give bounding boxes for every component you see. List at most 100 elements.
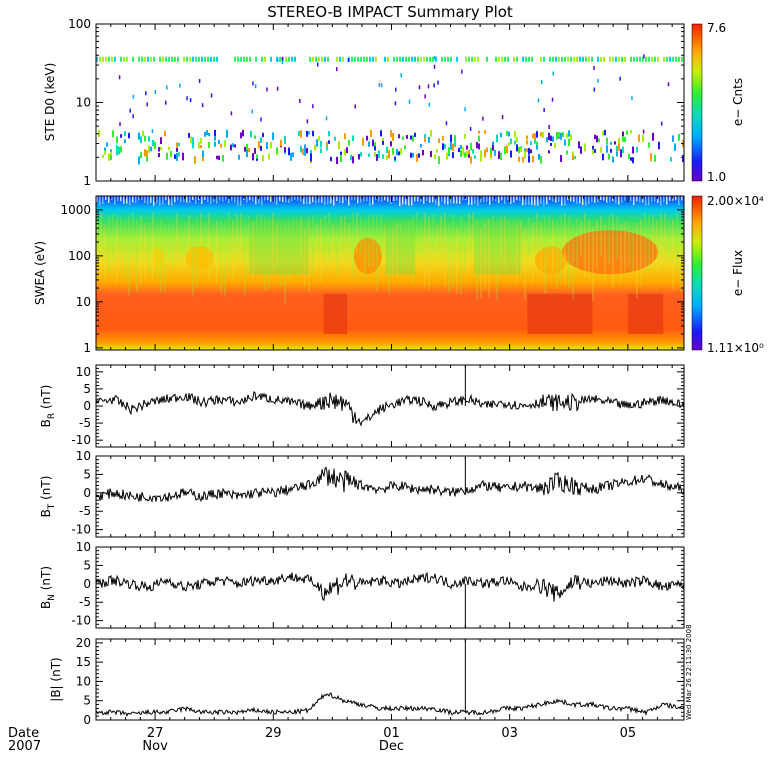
ste-pixel	[560, 155, 562, 162]
date-label: Date	[8, 726, 39, 741]
ste-pixel	[672, 135, 674, 142]
swea-stripe	[632, 227, 634, 272]
swea-dropout	[309, 196, 311, 205]
swea-spectrogram	[96, 196, 684, 350]
ste-band-pixel	[369, 56, 371, 62]
y-tick-label: 0	[83, 486, 91, 500]
swea-stripe	[108, 215, 110, 275]
ste-pixel	[528, 147, 530, 155]
ste-pixel	[452, 152, 454, 159]
swea-stripe	[592, 226, 594, 301]
swea-dropout	[648, 196, 650, 206]
ste-band-pixel	[414, 56, 416, 62]
ste-pixel	[266, 142, 268, 150]
swea-stripe	[544, 217, 546, 294]
ste-colorbar-max: 7.6	[707, 21, 726, 35]
ste-band-pixel	[123, 56, 125, 62]
ste-pixel	[234, 144, 236, 148]
swea-stripe	[516, 223, 518, 284]
swea-stripe	[472, 212, 474, 261]
ste-pixel	[166, 152, 168, 160]
ste-pixel	[316, 139, 318, 147]
swea-dropout	[462, 196, 464, 201]
ste-pixel	[164, 130, 166, 137]
swea-stripe	[264, 216, 266, 291]
swea-dropout	[639, 196, 641, 203]
ste-pixel	[116, 145, 118, 151]
swea-dropout	[357, 196, 359, 204]
ste-pixel	[284, 147, 286, 153]
ste-pixel	[500, 152, 502, 161]
swea-stripe	[668, 220, 670, 262]
swea-stripe	[228, 212, 230, 275]
y-tick-label: 5	[83, 467, 91, 481]
ste-pixel	[132, 94, 135, 99]
swea-stripe	[176, 213, 178, 244]
ste-band-pixel	[207, 56, 209, 62]
month-tick-label: Dec	[379, 739, 404, 754]
ste-pixel	[458, 147, 460, 153]
ste-pixel	[476, 142, 478, 149]
ste-pixel	[620, 149, 622, 158]
ste-pixel	[325, 116, 328, 121]
swea-dropout	[453, 196, 455, 204]
ste-band-pixel	[324, 56, 326, 62]
ste-pixel	[424, 94, 426, 99]
swea-stripe	[400, 223, 402, 274]
ste-band-pixel	[384, 56, 386, 62]
ste-band-pixel	[198, 56, 200, 62]
swea-dropout	[501, 196, 503, 201]
swea-dropout	[540, 196, 542, 204]
ste-pixel	[298, 131, 300, 136]
ste-pixel	[164, 100, 167, 105]
ste-band-pixel	[585, 56, 587, 62]
ste-pixel	[560, 132, 562, 140]
swea-stripe	[172, 226, 174, 269]
ste-band-pixel	[255, 56, 257, 62]
ste-pixel	[494, 149, 496, 156]
ste-pixel	[220, 143, 222, 148]
swea-stripe	[404, 228, 406, 272]
bmag-panel: 0 5 10 15 20 |B| (nT)	[49, 636, 685, 727]
ste-pixel	[151, 129, 154, 134]
ste-pixel	[218, 139, 220, 144]
ste-pixel	[496, 134, 498, 143]
swea-dropout	[447, 196, 449, 205]
bt-panel: -10 -5 0 5 10 BT (nT)	[39, 449, 685, 538]
swea-dropout	[252, 196, 254, 202]
ste-pixel	[480, 157, 482, 162]
ste-pixel	[642, 129, 645, 134]
ste-band-pixel	[171, 56, 173, 62]
ste-pixel	[124, 131, 126, 137]
swea-dropout	[645, 196, 647, 206]
ste-pixel	[622, 136, 624, 142]
ste-pixel	[382, 137, 384, 143]
swea-stripe	[256, 214, 258, 250]
swea-dropout	[459, 196, 461, 204]
ste-pixel	[276, 86, 279, 91]
swea-dropout	[225, 196, 227, 201]
swea-dropout	[255, 196, 257, 205]
swea-dropout	[423, 196, 425, 204]
ste-band-pixel	[276, 56, 278, 62]
swea-stripe	[152, 212, 154, 280]
swea-dropout	[141, 196, 143, 201]
swea-stripe	[520, 220, 522, 280]
ste-pixel	[434, 154, 436, 160]
ste-pixel	[281, 60, 284, 65]
ste-band-pixel	[501, 56, 503, 62]
ste-pixel	[514, 140, 516, 145]
swea-stripe	[448, 222, 450, 293]
swea-stripe	[456, 226, 458, 294]
ste-pixel	[484, 149, 486, 158]
ste-pixel	[176, 147, 178, 152]
br-trace	[95, 390, 685, 427]
ste-pixel	[266, 87, 268, 92]
swea-stripe	[436, 224, 438, 264]
ste-band-pixel	[513, 56, 515, 62]
swea-stripe	[428, 215, 430, 291]
ste-pixel	[201, 103, 204, 108]
ste-pixel	[534, 139, 536, 144]
swea-dropout	[573, 196, 575, 202]
swea-dropout	[390, 196, 392, 205]
